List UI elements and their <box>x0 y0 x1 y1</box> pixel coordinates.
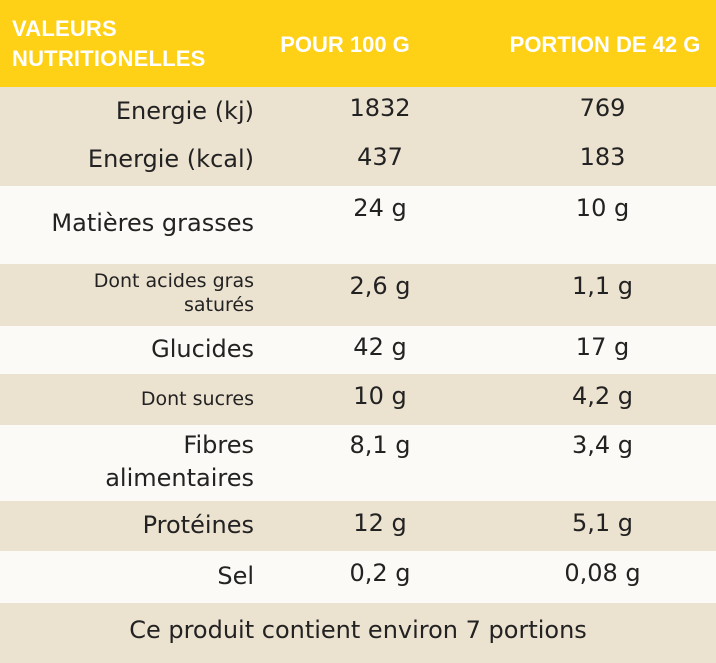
table-row <box>0 264 716 326</box>
row-value-portion: 17 g <box>575 333 630 361</box>
row-value-per100: 24 g <box>353 194 407 222</box>
table-header: VALEURS NUTRITIONELLES POUR 100 G PORTIO… <box>0 0 716 87</box>
row-value-per100: 8,1 g <box>349 431 411 459</box>
row-label: Energie (kj) <box>115 97 254 125</box>
row-value-portion: 183 <box>579 143 626 171</box>
row-value-portion: 769 <box>579 94 626 122</box>
row-label: Energie (kcal) <box>87 145 254 173</box>
row-label: Dont acides gras saturés <box>93 270 254 316</box>
row-label: Fibres alimentaires <box>105 431 254 492</box>
row-value-portion: 1,1 g <box>571 272 634 300</box>
header-per-100g: POUR 100 G <box>280 32 410 57</box>
table-row <box>0 87 716 186</box>
row-value-per100: 1832 <box>349 94 411 122</box>
row-label: Glucides <box>151 335 254 363</box>
row-value-per100: 2,6 g <box>349 272 411 300</box>
row-value-per100: 0,2 g <box>349 559 411 587</box>
table-row <box>0 501 716 551</box>
row-value-portion: 5,1 g <box>571 509 634 537</box>
row-value-portion: 4,2 g <box>571 382 634 410</box>
row-value-per100: 10 g <box>353 382 407 410</box>
table-row <box>0 326 716 374</box>
row-value-portion: 0,08 g <box>564 559 641 587</box>
row-label: Protéines <box>142 511 254 539</box>
table-row <box>0 425 716 501</box>
table-row <box>0 374 716 425</box>
table-row <box>0 551 716 603</box>
row-value-portion: 3,4 g <box>571 431 634 459</box>
row-value-per100: 12 g <box>353 509 407 537</box>
row-label: Dont sucres <box>140 388 254 410</box>
row-value-per100: 42 g <box>353 333 407 361</box>
row-value-portion: 10 g <box>575 194 630 222</box>
portion-footer: Ce produit contient environ 7 portions <box>0 603 716 663</box>
table-row <box>0 186 716 264</box>
row-value-per100: 437 <box>357 143 403 171</box>
footer-text: Ce produit contient environ 7 portions <box>129 616 587 644</box>
row-label: Sel <box>217 562 254 590</box>
header-nutrition-values: VALEURS NUTRITIONELLES <box>12 16 206 71</box>
header-per-portion: PORTION DE 42 G <box>509 32 701 57</box>
row-label: Matières grasses <box>51 209 254 237</box>
